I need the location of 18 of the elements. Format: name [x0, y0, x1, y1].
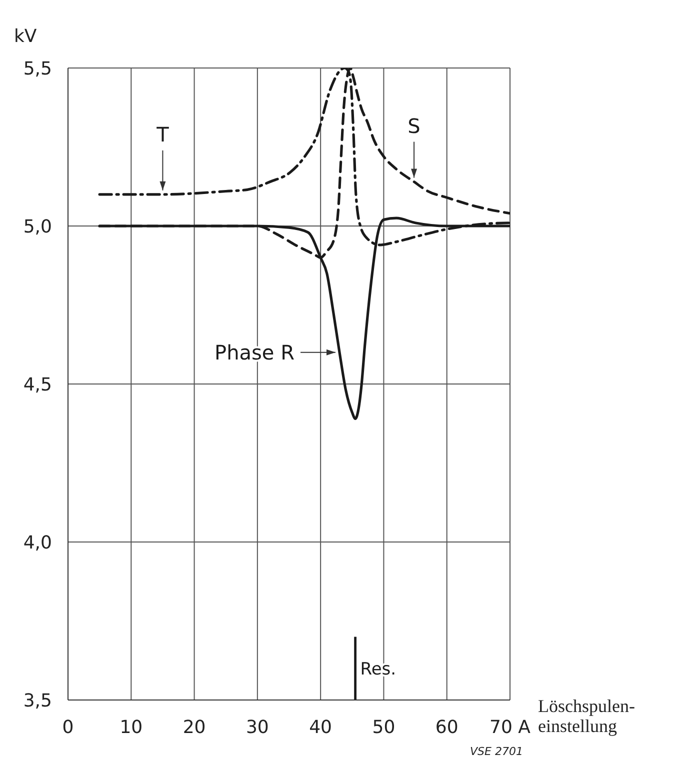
x-tick-label: 60 — [435, 716, 458, 738]
x-tick-label: 50 — [372, 716, 396, 738]
text: VSE 2701 — [470, 745, 523, 758]
text: T — [156, 122, 170, 146]
y-tick-label: 5,0 — [23, 216, 52, 238]
x-tick-label: 70 A — [490, 716, 532, 738]
x-tick-label: 30 — [246, 716, 269, 738]
x-axis-title: Löschspulen-einstellung — [538, 696, 635, 736]
y-tick-label: 3,5 — [23, 690, 52, 712]
y-axis-title: kV — [14, 26, 37, 47]
x-tick-label: 40 — [309, 716, 332, 738]
y-tick-label: 5,5 — [23, 58, 52, 80]
x-tick-label: 20 — [182, 716, 206, 738]
series-label: S — [408, 114, 420, 138]
x-tick-label: 10 — [120, 716, 143, 738]
x-tick-label: 0 — [62, 716, 74, 738]
y-tick-label: 4,0 — [23, 532, 52, 554]
y-tick-label: 4,5 — [23, 374, 52, 396]
